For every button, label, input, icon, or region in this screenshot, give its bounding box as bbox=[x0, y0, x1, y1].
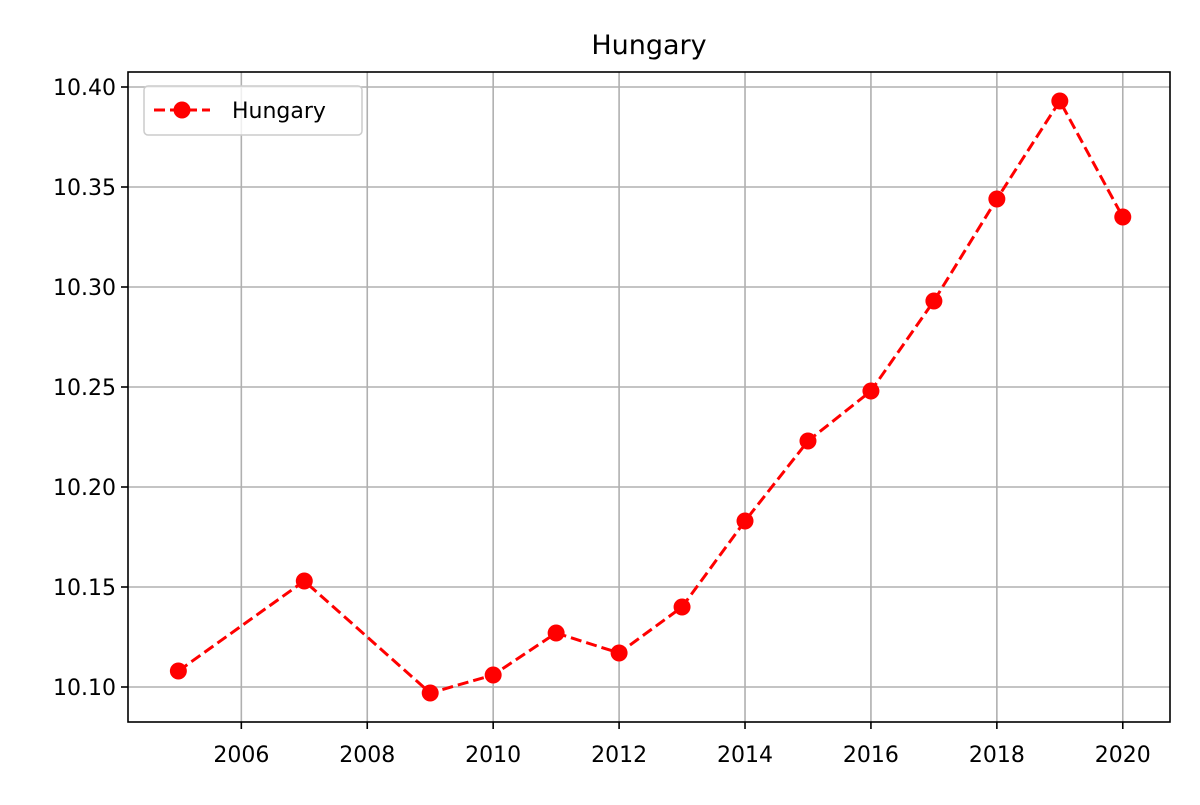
data-point bbox=[421, 684, 439, 702]
legend-marker-swatch bbox=[173, 101, 191, 119]
y-tick-label: 10.40 bbox=[53, 76, 116, 101]
data-point bbox=[1114, 208, 1132, 226]
data-point bbox=[484, 666, 502, 684]
data-point bbox=[1051, 92, 1069, 110]
x-axis: 2006 2008 2010 2012 2014 2016 2018 2020 bbox=[213, 722, 1151, 768]
x-tick-label: 2010 bbox=[465, 743, 521, 768]
x-tick-label: 2008 bbox=[339, 743, 395, 768]
x-tick-label: 2018 bbox=[969, 743, 1025, 768]
data-point bbox=[736, 512, 754, 530]
x-tick-label: 2014 bbox=[717, 743, 773, 768]
data-point bbox=[925, 292, 943, 310]
legend: Hungary bbox=[143, 85, 363, 136]
x-tick-label: 2006 bbox=[213, 743, 269, 768]
data-point bbox=[988, 190, 1006, 208]
legend-box bbox=[143, 85, 363, 136]
y-tick-label: 10.20 bbox=[53, 476, 116, 501]
series-layer bbox=[169, 92, 1132, 702]
x-tick-label: 2012 bbox=[591, 743, 647, 768]
plot-frame bbox=[127, 71, 1171, 723]
series-line bbox=[177, 98, 1125, 695]
y-tick-label: 10.35 bbox=[53, 176, 116, 201]
data-point bbox=[295, 572, 313, 590]
data-point bbox=[673, 598, 691, 616]
legend-label: Hungary bbox=[232, 99, 326, 124]
x-tick-label: 2020 bbox=[1095, 743, 1151, 768]
data-point bbox=[547, 624, 565, 642]
y-tick-label: 10.30 bbox=[53, 276, 116, 301]
chart-title: Hungary bbox=[591, 30, 706, 61]
data-point bbox=[799, 432, 817, 450]
x-tick-label: 2016 bbox=[843, 743, 899, 768]
data-point bbox=[610, 644, 628, 662]
grid bbox=[128, 72, 1170, 722]
y-tick-label: 10.25 bbox=[53, 376, 116, 401]
y-tick-label: 10.15 bbox=[53, 576, 116, 601]
y-tick-label: 10.10 bbox=[53, 676, 116, 701]
data-point bbox=[169, 662, 187, 680]
data-point bbox=[862, 382, 880, 400]
y-axis: 10.10 10.15 10.20 10.25 10.30 10.35 10.40 bbox=[53, 76, 128, 701]
